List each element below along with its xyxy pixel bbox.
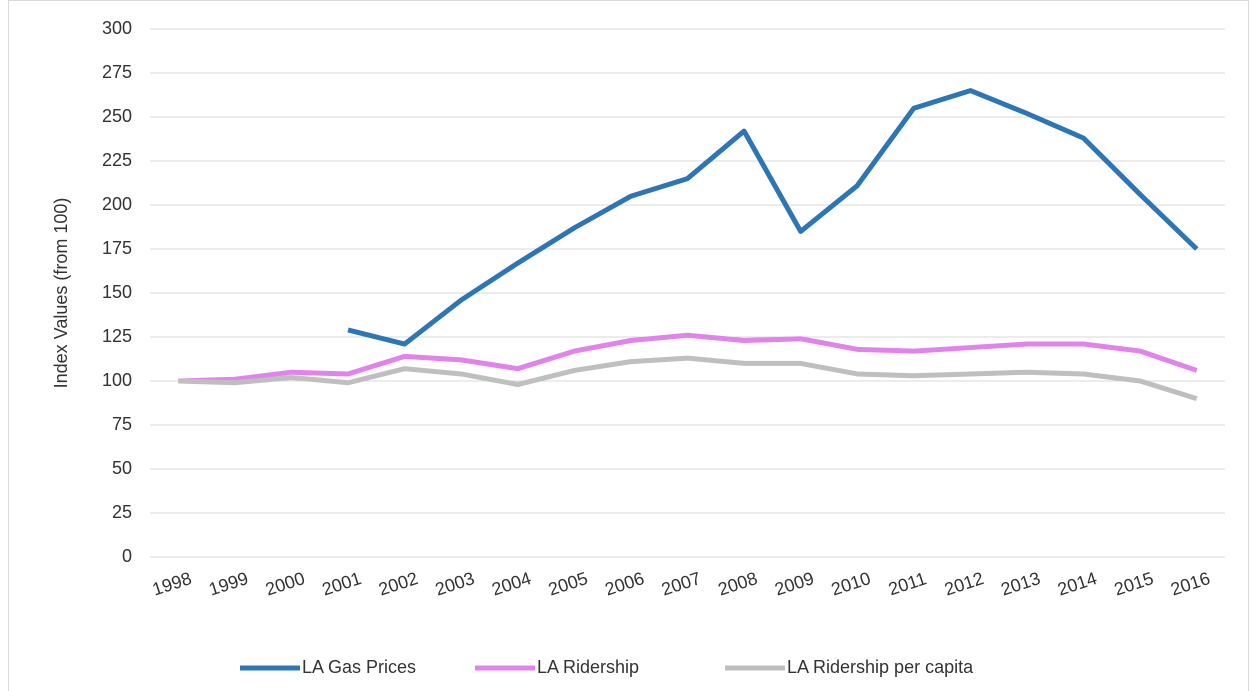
y-tick-label: 275	[102, 62, 132, 82]
x-tick-label: 2005	[546, 568, 590, 599]
y-tick-label: 300	[102, 18, 132, 38]
line-series	[178, 332, 1198, 384]
legend-label: LA Gas Prices	[302, 657, 416, 677]
x-tick-label: 2009	[772, 568, 816, 599]
line-series	[347, 88, 1199, 347]
y-tick-label: 225	[102, 150, 132, 170]
y-tick-label: 25	[112, 502, 132, 522]
x-tick-label: 2006	[602, 568, 646, 599]
y-tick-label: 250	[102, 106, 132, 126]
x-tick-label: 2014	[1055, 568, 1099, 599]
y-tick-label: 175	[102, 238, 132, 258]
chart-border	[8, 0, 1249, 691]
y-tick-label: 125	[102, 326, 132, 346]
x-tick-label: 1998	[150, 568, 194, 599]
x-tick-label: 2013	[998, 568, 1042, 599]
x-tick-label: 2011	[886, 568, 929, 599]
legend-label: LA Ridership per capita	[787, 657, 974, 677]
x-tick-label: 2016	[1168, 568, 1212, 599]
legend-label: LA Ridership	[537, 657, 639, 677]
x-tick-label: 2004	[489, 568, 533, 599]
x-tick-label: 2001	[320, 568, 364, 599]
x-tick-label: 2002	[376, 568, 420, 599]
y-tick-label: 100	[102, 370, 132, 390]
x-tick-label: 1999	[206, 568, 250, 599]
y-tick-label: 50	[112, 458, 132, 478]
y-tick-label: 150	[102, 282, 132, 302]
y-tick-label: 200	[102, 194, 132, 214]
line-series	[178, 355, 1198, 401]
y-axis-label: Index Values (from 100)	[51, 198, 71, 389]
y-tick-label: 75	[112, 414, 132, 434]
y-tick-label: 0	[122, 546, 132, 566]
x-tick-label: 2012	[942, 568, 986, 599]
x-tick-label: 2000	[263, 568, 307, 599]
x-tick-label: 2010	[829, 568, 873, 599]
x-tick-label: 2007	[659, 568, 703, 599]
x-tick-label: 2008	[716, 568, 760, 599]
x-tick-label: 2003	[433, 568, 477, 599]
x-tick-label: 2015	[1112, 568, 1156, 599]
